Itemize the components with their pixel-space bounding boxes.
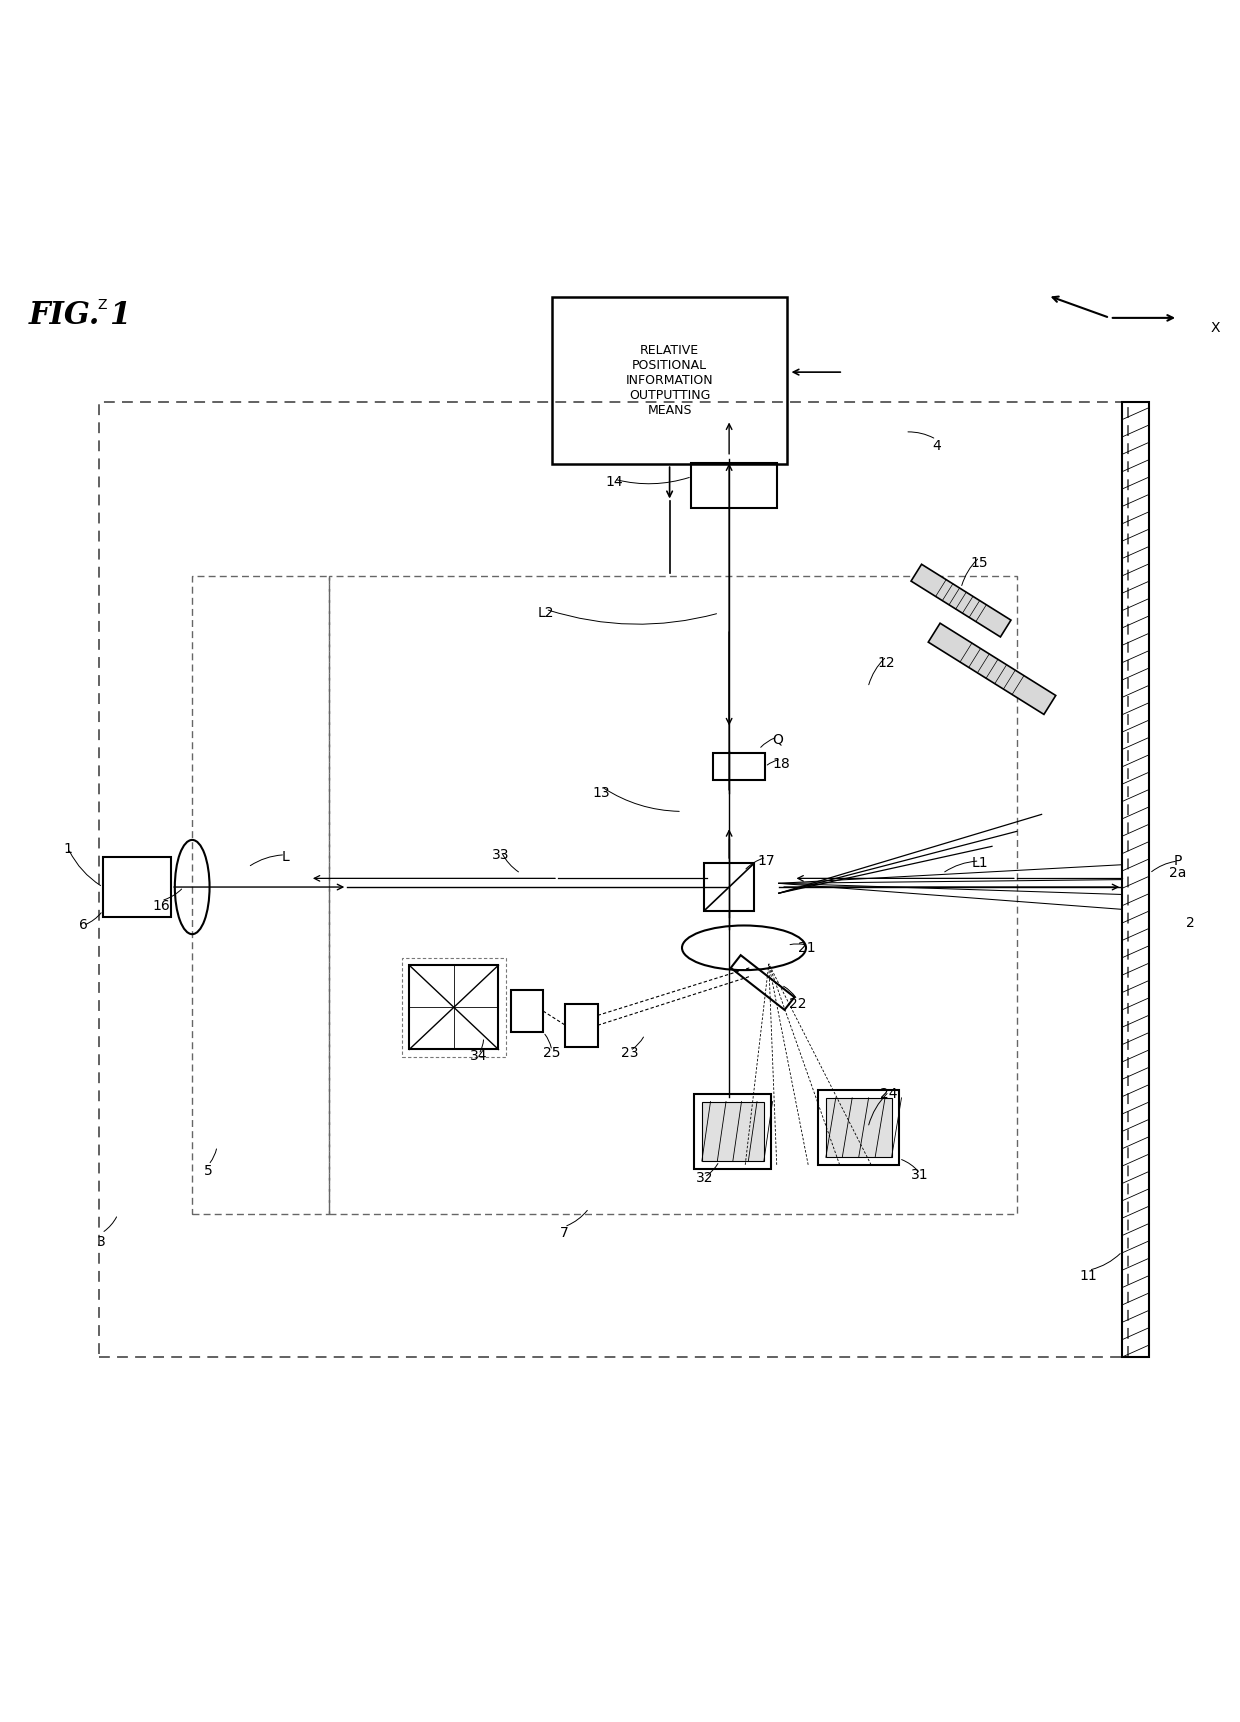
Bar [704,863,754,911]
Text: FIG. 1: FIG. 1 [29,300,133,331]
Bar [409,964,498,1049]
Text: 3: 3 [97,1235,107,1248]
Text: 12: 12 [878,656,895,670]
Text: 23: 23 [621,1047,639,1061]
Text: 34: 34 [470,1049,487,1062]
Text: RELATIVE
POSITIONAL
INFORMATION
OUTPUTTING
MEANS: RELATIVE POSITIONAL INFORMATION OUTPUTTI… [626,344,713,417]
Bar [713,753,765,780]
Text: P: P [1174,854,1182,868]
Bar [103,858,171,916]
Bar [552,296,787,465]
Text: 31: 31 [911,1168,929,1181]
Text: Q: Q [773,732,782,746]
Text: 16: 16 [153,899,170,913]
Text: 6: 6 [78,918,88,933]
Polygon shape [929,623,1055,715]
Polygon shape [911,565,1011,637]
Text: 1: 1 [63,842,73,856]
Bar [818,1090,899,1164]
Text: 2a: 2a [1169,866,1187,880]
Text: 17: 17 [758,854,775,868]
Bar [826,1099,892,1157]
Bar [1122,403,1149,1357]
Text: 24: 24 [880,1087,898,1100]
Text: 13: 13 [593,785,610,799]
Bar [402,957,506,1057]
Text: 4: 4 [931,439,941,453]
Text: 22: 22 [789,997,806,1011]
Text: L1: L1 [971,856,988,871]
Text: Z: Z [97,298,107,312]
Bar [694,1093,771,1169]
Text: L2: L2 [537,606,554,620]
Bar [691,463,777,508]
Text: X: X [1210,320,1220,334]
Text: 33: 33 [492,847,510,861]
Text: 7: 7 [559,1226,569,1240]
Text: L: L [281,851,289,864]
Text: 2: 2 [1185,916,1195,930]
Text: 14: 14 [605,475,622,489]
Bar [511,990,543,1031]
Bar [192,575,329,1214]
Text: 32: 32 [696,1171,713,1185]
Bar [99,403,1128,1357]
Bar [329,575,1017,1214]
Text: 15: 15 [971,556,988,570]
Text: 11: 11 [1080,1269,1097,1283]
Text: 25: 25 [543,1047,560,1061]
Bar [702,1102,764,1161]
Text: 21: 21 [799,940,816,954]
Text: 5: 5 [203,1164,213,1178]
Text: 18: 18 [773,758,790,771]
Bar [565,1004,598,1047]
